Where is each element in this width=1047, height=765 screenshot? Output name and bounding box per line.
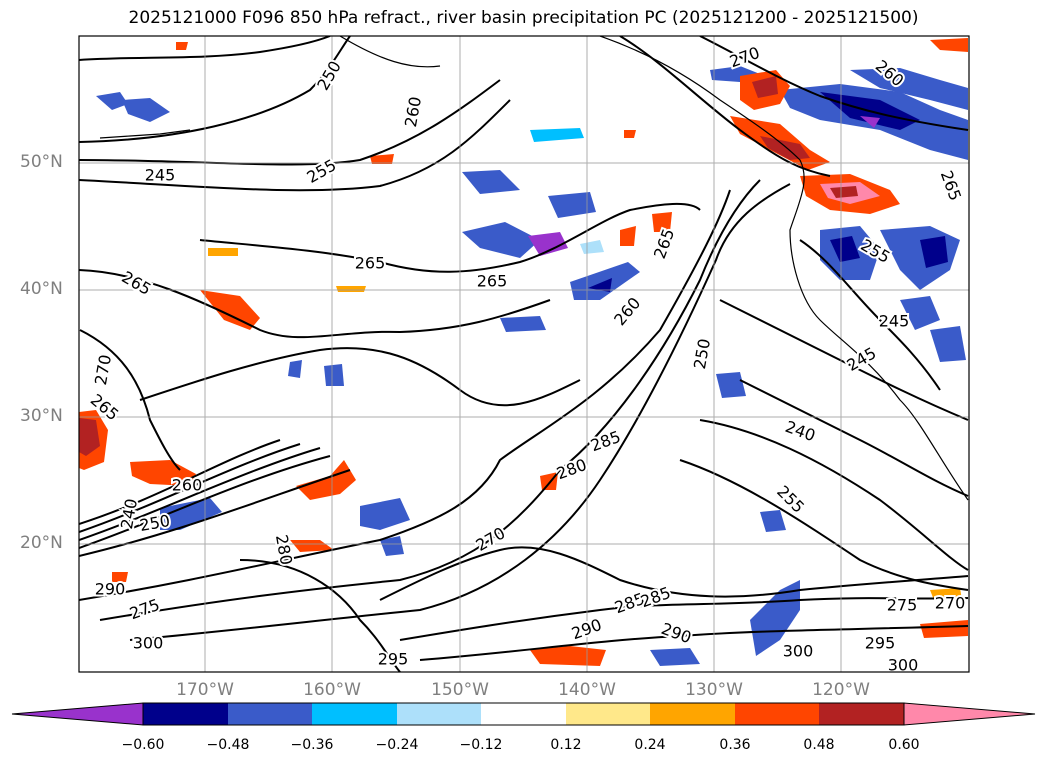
contour-label: 260 xyxy=(401,95,425,128)
colorbar-segment xyxy=(228,703,312,725)
contour-label: 265 xyxy=(477,272,508,291)
colorbar-tick: 0.12 xyxy=(550,737,582,753)
plot-frame xyxy=(78,35,970,673)
colorbar-extend-low xyxy=(11,702,144,726)
colorbar xyxy=(11,702,1036,726)
contour-label: 295 xyxy=(378,650,409,669)
contour-label: 245 xyxy=(879,312,910,331)
colorbar-segment xyxy=(481,703,566,725)
contour-label: 300 xyxy=(783,642,814,661)
lat-label-20n: 20°N xyxy=(20,533,63,553)
contour-label: 240 xyxy=(783,417,818,445)
colorbar-segment xyxy=(397,703,481,725)
contour-label: 275 xyxy=(127,595,162,623)
lat-label-40n: 40°N xyxy=(20,279,63,299)
contour-label: 250 xyxy=(690,337,714,370)
contour-label: 260 xyxy=(172,476,203,495)
contour-label: 255 xyxy=(304,155,340,187)
contour-label: 260 xyxy=(610,294,644,330)
colorbar-tick: −0.48 xyxy=(206,737,250,753)
contour-label: 295 xyxy=(865,634,896,653)
contour-label: 290 xyxy=(95,580,126,599)
contour-label: 265 xyxy=(355,254,386,273)
colorbar-segment xyxy=(312,703,397,725)
lon-label-160w: 160°W xyxy=(303,680,361,700)
contour-label: 280 xyxy=(554,455,589,483)
graticule xyxy=(79,36,969,672)
colorbar-tick: −0.36 xyxy=(290,737,334,753)
lon-label-150w: 150°W xyxy=(431,680,489,700)
colorbar-tick: 0.24 xyxy=(634,737,666,753)
colorbar-segment xyxy=(819,703,904,725)
colorbar-tick: 0.60 xyxy=(888,737,920,753)
contour-label: 245 xyxy=(145,166,176,185)
lat-label-50n: 50°N xyxy=(20,152,63,172)
contour-label: 290 xyxy=(569,615,604,643)
precip-anomaly-positive xyxy=(79,38,968,666)
lat-label-30n: 30°N xyxy=(20,406,63,426)
refractivity-contours xyxy=(79,36,969,672)
colorbar-segment xyxy=(143,703,228,725)
contour-label: 300 xyxy=(133,634,164,653)
contour-label: 265 xyxy=(119,267,155,299)
colorbar-segment xyxy=(566,703,650,725)
contour-label: 275 xyxy=(887,596,918,615)
lon-label-140w: 140°W xyxy=(558,680,616,700)
contour-label: 270 xyxy=(935,594,966,613)
colorbar-tick: −0.12 xyxy=(459,737,503,753)
colorbar-tick: 0.36 xyxy=(719,737,751,753)
lon-label-170w: 170°W xyxy=(176,680,234,700)
colorbar-tick: 0.48 xyxy=(803,737,835,753)
colorbar-extend-high xyxy=(903,702,1036,726)
precip-anomaly-negative xyxy=(96,66,968,666)
colorbar-tick: −0.24 xyxy=(375,737,419,753)
colorbar-tick: −0.60 xyxy=(121,737,165,753)
lon-label-120w: 120°W xyxy=(812,680,870,700)
contour-label: 290 xyxy=(659,619,694,647)
contour-label: 270 xyxy=(91,353,115,386)
map-title: 2025121000 F096 850 hPa refract., river … xyxy=(128,8,919,28)
lon-label-130w: 130°W xyxy=(685,680,743,700)
colorbar-segment xyxy=(650,703,735,725)
coastline xyxy=(99,36,969,501)
contour-label: 300 xyxy=(888,656,919,675)
contour-label: 250 xyxy=(313,58,345,94)
colorbar-segment xyxy=(735,703,819,725)
contour-label: 265 xyxy=(937,168,965,203)
